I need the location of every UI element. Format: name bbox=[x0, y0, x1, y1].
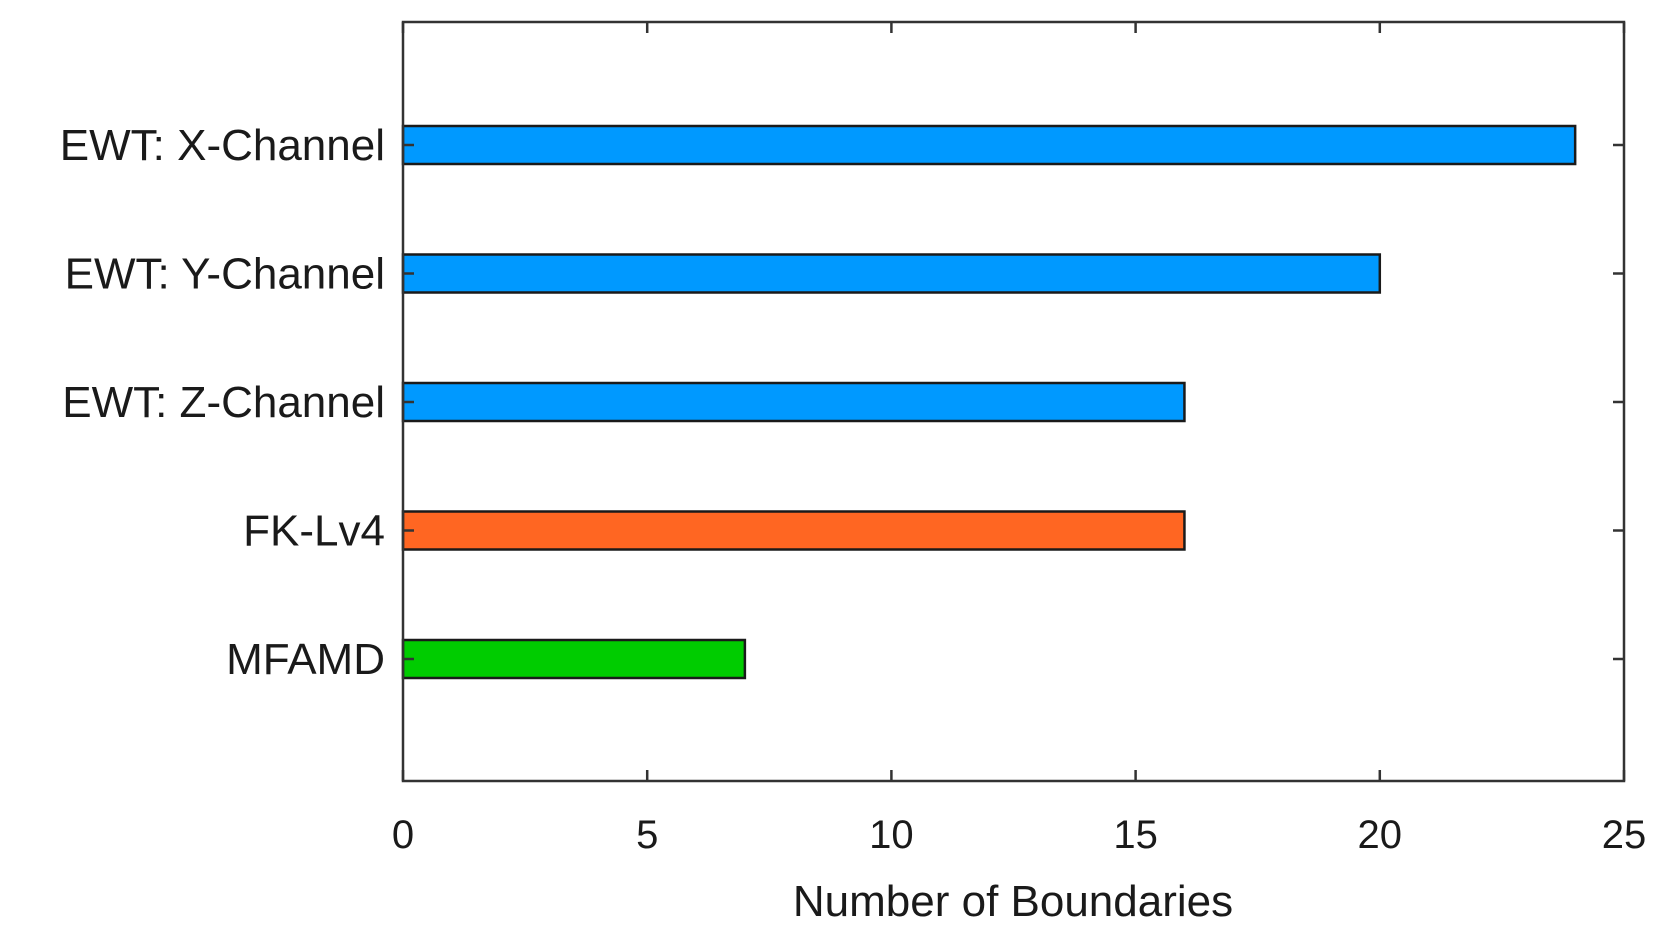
x-tick-label-4: 20 bbox=[1358, 813, 1403, 857]
category-label-3: FK-Lv4 bbox=[243, 507, 385, 556]
category-label-2: EWT: Z-Channel bbox=[62, 378, 385, 427]
category-label-4: MFAMD bbox=[226, 635, 385, 684]
x-tick-label-3: 15 bbox=[1113, 813, 1158, 857]
category-label-1: EWT: Y-Channel bbox=[65, 250, 385, 299]
x-tick-label-0: 0 bbox=[392, 813, 414, 857]
x-axis-label: Number of Boundaries bbox=[793, 877, 1233, 926]
x-tick-label-2: 10 bbox=[869, 813, 914, 857]
x-tick-label-1: 5 bbox=[636, 813, 658, 857]
bars-layer bbox=[401, 124, 1577, 680]
x-tick-label-5: 25 bbox=[1602, 813, 1647, 857]
plot-frame bbox=[401, 20, 1626, 783]
bar-0 bbox=[401, 124, 1577, 166]
category-label-0: EWT: X-Channel bbox=[60, 121, 385, 170]
bar-3 bbox=[401, 510, 1186, 551]
category-labels: EWT: X-Channel EWT: Y-Channel EWT: Z-Chann… bbox=[60, 121, 385, 684]
x-tick-labels: 0 5 10 15 20 25 bbox=[392, 813, 1646, 857]
bar-4 bbox=[401, 638, 747, 680]
bar-1 bbox=[401, 253, 1382, 294]
bar-2 bbox=[401, 381, 1186, 423]
